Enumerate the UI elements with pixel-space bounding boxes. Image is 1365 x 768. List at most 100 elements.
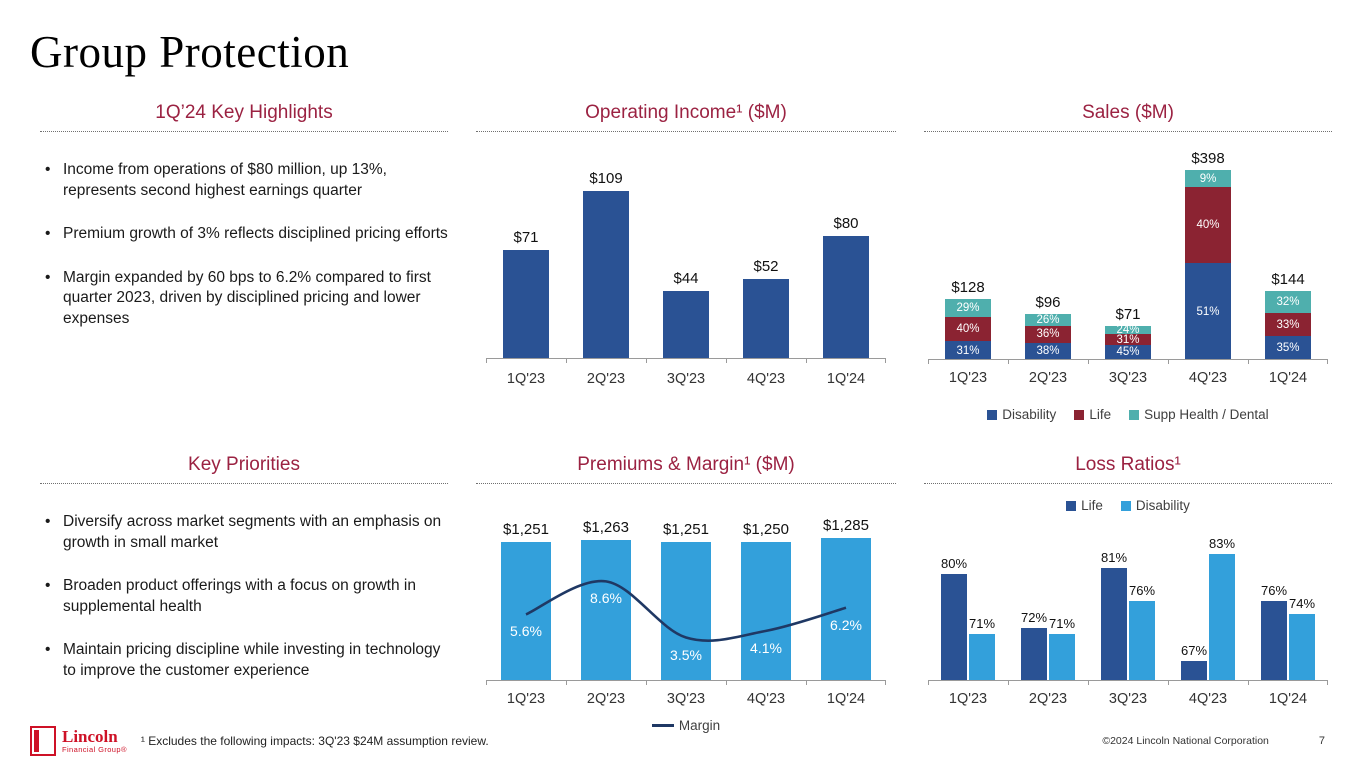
- bar-total-label: $96: [1035, 294, 1061, 312]
- stack-segment: 26%: [1025, 314, 1071, 326]
- x-axis: [928, 680, 1328, 681]
- x-axis: [486, 358, 886, 359]
- stack-segment: 9%: [1185, 170, 1231, 188]
- margin-line: [525, 579, 847, 642]
- bar-total-label: $71: [1115, 306, 1141, 324]
- bar-value-label: $52: [753, 257, 779, 275]
- sales-section: Sales ($M) 31% 40% 29% $128 38% 36% 26% $96 45% 3…: [924, 96, 1332, 448]
- bar: [1209, 554, 1235, 681]
- bar: [823, 235, 869, 359]
- stack-segment: 38%: [1025, 342, 1071, 360]
- legend-item: Disability: [987, 407, 1056, 422]
- loss-ratios-section: Loss Ratios¹ Life Disability 80% 72% 81% 67% 7…: [924, 448, 1332, 733]
- margin-value-label: 5.6%: [510, 623, 542, 640]
- x-axis-label: 2Q'23: [1028, 691, 1068, 707]
- sales-title: Sales ($M): [924, 96, 1332, 132]
- lincoln-logo-sub: Financial Group®: [62, 745, 127, 754]
- legend-item: Margin: [651, 718, 721, 733]
- bar-total-label: $144: [1271, 271, 1305, 289]
- chart-legend: Life Disability: [928, 498, 1328, 513]
- x-axis-label: 1Q'23: [948, 370, 988, 386]
- x-axis-label: 3Q'23: [1108, 370, 1148, 386]
- axis-tick: [486, 359, 487, 363]
- axis-tick: [1327, 681, 1328, 685]
- bar: [581, 540, 631, 681]
- axis-tick: [646, 681, 647, 685]
- bar-value-label: 76%: [1128, 583, 1156, 598]
- legend-key-icon: [1120, 500, 1131, 511]
- legend-label: Disability: [1135, 498, 1190, 513]
- bar: [969, 634, 995, 681]
- margin-value-label: 4.1%: [750, 639, 782, 656]
- premiums-margin-chart: $1,251 $1,263 $1,251 $1,250 $1,285 1Q'23 2Q'23…: [486, 498, 886, 733]
- bar: [1101, 567, 1127, 681]
- bar: [1289, 614, 1315, 681]
- bullet-item: Maintain pricing discipline while invest…: [40, 640, 448, 681]
- x-axis-label: 1Q'24: [1268, 691, 1308, 707]
- stack-segment: 31%: [945, 341, 991, 360]
- legend-item: Life: [1066, 498, 1103, 513]
- bar-value-label: 83%: [1208, 536, 1236, 552]
- axis-tick: [566, 681, 567, 685]
- axis-tick: [566, 359, 567, 363]
- x-axis-label: 4Q'23: [1188, 370, 1228, 386]
- legend-key-icon: [1074, 409, 1085, 420]
- footnote: ¹ Excludes the following impacts: 3Q'23 …: [140, 734, 489, 748]
- bar-value-label: 71%: [968, 616, 996, 632]
- axis-tick: [928, 681, 929, 685]
- axis-tick: [1088, 360, 1089, 364]
- x-axis-label: 1Q'23: [948, 691, 988, 707]
- priorities-title: Key Priorities: [40, 448, 448, 484]
- lincoln-logo-name: Lincoln: [62, 727, 118, 746]
- legend-label: Margin: [678, 718, 721, 733]
- bar-value-label: 67%: [1180, 643, 1208, 658]
- bullet-item: Broaden product offerings with a focus o…: [40, 576, 448, 617]
- legend-label: Life: [1081, 498, 1103, 513]
- x-axis-label: 1Q'23: [506, 371, 546, 387]
- x-axis-label: 1Q'24: [826, 691, 866, 707]
- bar-value-label: $1,250: [743, 520, 789, 538]
- sales-chart: 31% 40% 29% $128 38% 36% 26% $96 45% 31% 24% $71 51%…: [928, 146, 1328, 426]
- bar-value-label: 74%: [1288, 596, 1316, 612]
- legend-item: Life: [1074, 407, 1111, 422]
- page-title: Group Protection: [30, 27, 350, 77]
- axis-tick: [646, 359, 647, 363]
- axis-tick: [1008, 360, 1009, 364]
- bar: [1049, 634, 1075, 681]
- bar: [741, 541, 791, 681]
- legend-item: Disability: [1120, 498, 1190, 513]
- lincoln-logo-icon: [30, 726, 56, 756]
- stack-segment: 40%: [1185, 187, 1231, 264]
- bar: [1129, 601, 1155, 681]
- operating-income-chart: $71 $109 $44 $52 $80 1Q'23 2Q'23 3Q'23 4Q'23 1Q'2…: [486, 146, 886, 399]
- bar-value-label: 76%: [1260, 583, 1288, 598]
- bar-value-label: $1,251: [663, 520, 709, 538]
- bar-value-label: 81%: [1100, 549, 1128, 565]
- legend-label: Disability: [1002, 407, 1057, 422]
- copyright: ©2024 Lincoln National Corporation: [1102, 735, 1269, 747]
- x-axis-label: 2Q'23: [586, 691, 626, 707]
- legend-key-icon: [987, 409, 998, 420]
- premiums-margin-title: Premiums & Margin¹ ($M): [476, 448, 896, 484]
- x-axis-label: 3Q'23: [666, 371, 706, 387]
- legend-key-icon: [651, 724, 674, 727]
- lincoln-logo-text: Lincoln Financial Group®: [62, 728, 127, 754]
- content-grid: 1Q’24 Key Highlights Income from operati…: [40, 96, 1332, 733]
- margin-value-label: 3.5%: [670, 646, 702, 663]
- bar-value-label: $1,285: [823, 517, 869, 534]
- stack-segment: 51%: [1185, 263, 1231, 360]
- axis-tick: [885, 359, 886, 363]
- bar: [941, 574, 967, 681]
- axis-tick: [1008, 681, 1009, 685]
- margin-value-label: 8.6%: [590, 590, 622, 607]
- highlights-title: 1Q’24 Key Highlights: [40, 96, 448, 132]
- x-axis-label: 3Q'23: [1108, 691, 1148, 707]
- x-axis-label: 1Q'24: [1268, 370, 1308, 386]
- bar: [663, 291, 709, 359]
- margin-value-label: 6.2%: [830, 616, 862, 633]
- axis-tick: [1248, 360, 1249, 364]
- axis-tick: [928, 360, 929, 364]
- stack-segment: 31%: [1105, 334, 1151, 346]
- legend-label: Supp Health / Dental: [1144, 407, 1269, 422]
